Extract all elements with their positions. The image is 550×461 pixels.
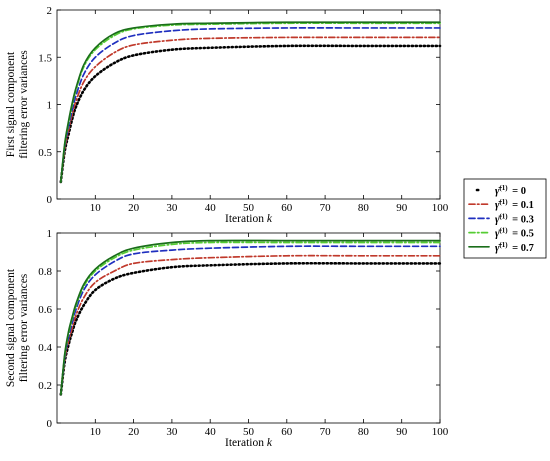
- x-tick-label: 30: [166, 426, 178, 438]
- x-tick-label: 10: [90, 426, 102, 438]
- x-tick-label: 60: [281, 426, 293, 438]
- x-tick-label: 70: [320, 426, 332, 438]
- x-tick-label: 30: [166, 202, 178, 214]
- x-tick-label: 40: [205, 202, 217, 214]
- y-tick-label: 0.4: [38, 342, 52, 354]
- x-tick-label: 50: [243, 202, 255, 214]
- series-line-1: [59, 36, 441, 183]
- series-line-0: [59, 44, 442, 184]
- legend: γ̄(1) = 0γ̄(1) = 0.1γ̄(1) = 0.3 γ̄(1) = 0…: [463, 178, 547, 259]
- chart-second-component: 10 20 30 40 50 60 70 80 90 100 0 0.2 0.4 0.6 0.8 1 Itera…: [5, 228, 449, 449]
- legend-label: γ̄(1) = 0.7: [495, 241, 534, 254]
- series-line-1: [59, 254, 441, 396]
- y-tick-label: 2: [47, 5, 53, 17]
- y-tick-label: 0.2: [38, 380, 52, 392]
- y-axis-label: First signal componentfiltering error va…: [5, 50, 30, 159]
- x-axis-label: Iteration k: [225, 437, 273, 449]
- x-tick-label: 20: [128, 426, 140, 438]
- x-tick-label: 10: [90, 202, 102, 214]
- y-tick-label: 0.6: [38, 304, 52, 316]
- x-tick-label: 100: [432, 426, 449, 438]
- series-line-2: [59, 245, 441, 396]
- legend-label: γ̄(1) = 0.1: [495, 198, 534, 211]
- chart-first-component: 10 20 30 40 50 60 70 80 90 100 0 0.5 1 1.5 2 Iteration …: [5, 5, 449, 225]
- y-tick-label: 1: [47, 100, 53, 112]
- x-tick-label: 90: [396, 202, 408, 214]
- series-line-4: [59, 239, 441, 396]
- series-line-0: [59, 261, 442, 396]
- legend-label: γ̄(1) = 0.3: [495, 212, 534, 225]
- x-tick-label: 40: [205, 426, 217, 438]
- y-tick-label: 0.5: [38, 147, 52, 159]
- legend-label: γ̄(1) = 0.5: [495, 227, 534, 240]
- x-tick-label: 90: [396, 426, 408, 438]
- x-tick-label: 80: [358, 202, 370, 214]
- x-tick-label: 70: [320, 202, 332, 214]
- x-axis-label: Iteration k: [225, 213, 273, 225]
- plot-area-frame: [56, 9, 441, 200]
- y-tick-label: 0: [47, 194, 53, 206]
- y-tick-label: 0: [47, 418, 53, 430]
- y-tick-label: 1: [47, 228, 53, 240]
- series-line-4: [59, 21, 441, 183]
- y-tick-label: 1.5: [38, 52, 52, 64]
- x-tick-label: 50: [243, 426, 255, 438]
- x-tick-label: 80: [358, 426, 370, 438]
- x-tick-label: 60: [281, 202, 293, 214]
- x-tick-label: 100: [432, 202, 449, 214]
- x-tick-label: 20: [128, 202, 140, 214]
- y-tick-label: 0.8: [38, 266, 52, 278]
- y-axis-label: Second signal componentfiltering error v…: [5, 268, 30, 387]
- legend-label: γ̄(1) = 0: [495, 184, 526, 197]
